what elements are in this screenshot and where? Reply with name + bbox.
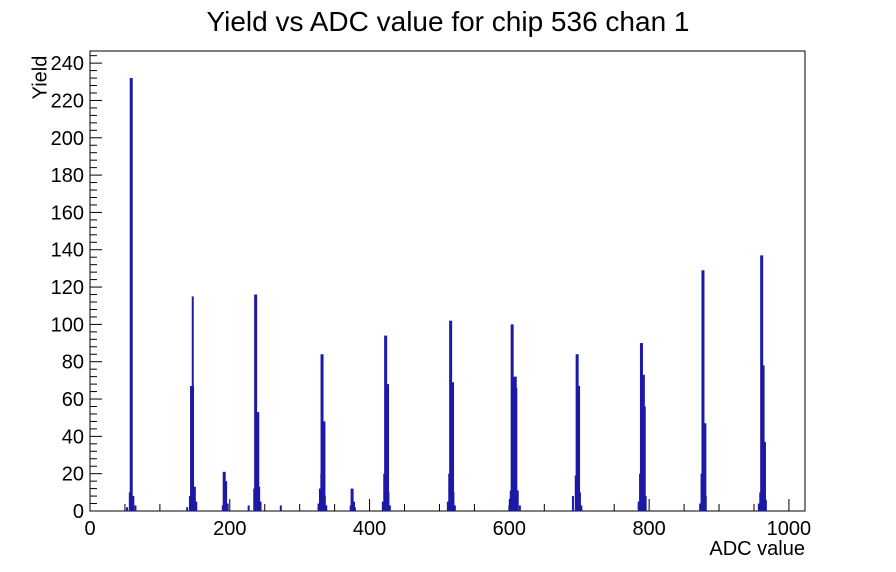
x-tick-label: 800 <box>632 518 665 540</box>
histogram-spike <box>256 412 260 511</box>
y-tick-label: 40 <box>62 426 84 448</box>
histogram-spike <box>762 441 766 511</box>
histogram-spike <box>577 385 581 511</box>
x-tick-label: 200 <box>213 518 246 540</box>
histogram-spike <box>129 78 133 511</box>
histogram-spike <box>644 496 647 511</box>
histogram-spike <box>279 505 282 511</box>
histogram-spike <box>764 499 767 511</box>
histogram-spike <box>701 270 705 511</box>
histogram-spike <box>702 423 707 511</box>
histogram-spike <box>188 496 191 511</box>
histogram-spike <box>704 496 707 511</box>
histogram-spike <box>515 387 518 511</box>
histogram-spike <box>580 505 583 511</box>
y-tick-label: 60 <box>62 389 84 411</box>
histogram-spike <box>571 496 574 511</box>
histogram-spike <box>757 503 760 511</box>
histogram-spike <box>518 505 521 511</box>
histogram-spike <box>453 505 456 511</box>
chart-title: Yield vs ADC value for chip 536 chan 1 <box>206 6 690 37</box>
y-tick-label: 200 <box>51 128 84 150</box>
plot-frame <box>89 50 806 512</box>
histogram-spike <box>193 486 196 511</box>
histogram-spike <box>516 490 519 511</box>
histogram-spike <box>351 501 355 511</box>
histogram-spike <box>699 503 702 511</box>
histogram-spike <box>385 384 390 511</box>
y-tick-label: 120 <box>51 277 84 299</box>
histogram-spike <box>508 505 511 511</box>
histogram-spike <box>258 486 261 511</box>
histogram-spike <box>134 505 137 511</box>
y-tick-label: 220 <box>51 90 84 112</box>
histogram-spike <box>353 507 356 511</box>
x-tick-label: 600 <box>493 518 526 540</box>
histogram-spike <box>224 481 228 511</box>
y-tick-label: 80 <box>62 352 84 374</box>
histogram-spike <box>381 501 384 511</box>
histogram-spike <box>186 507 189 511</box>
x-tick-label: 400 <box>353 518 386 540</box>
histogram-spike <box>452 492 455 511</box>
histogram-spike <box>254 294 258 511</box>
histogram-spike <box>323 496 326 511</box>
histogram-spike <box>226 503 229 511</box>
histogram-spike <box>388 505 391 511</box>
histogram-spike <box>450 382 455 511</box>
histogram-spike <box>387 492 390 511</box>
x-axis-title: ADC value <box>709 538 805 560</box>
y-tick-label: 140 <box>51 240 84 262</box>
histogram-spike <box>132 496 135 511</box>
histogram-spike <box>126 507 129 511</box>
histogram-spike <box>578 492 581 511</box>
histogram-spike <box>511 376 517 511</box>
histogram-spike <box>317 503 320 511</box>
y-tick-label: 160 <box>51 202 84 224</box>
histogram-spike <box>446 501 449 511</box>
y-tick-label: 20 <box>62 464 84 486</box>
histogram-spike <box>325 505 328 511</box>
histogram-spike <box>259 501 262 511</box>
histogram-spike <box>318 488 321 511</box>
x-tick-label: 1000 <box>767 518 812 540</box>
histogram-spike <box>642 406 646 511</box>
histogram-spike <box>195 501 198 511</box>
histogram-spike <box>191 296 194 511</box>
histogram-spike <box>350 488 354 511</box>
histogram-spike <box>321 421 326 511</box>
histogram-spike <box>761 365 765 511</box>
y-tick-label: 100 <box>51 314 84 336</box>
y-tick-label: 240 <box>51 53 84 75</box>
y-tick-label: 180 <box>51 165 84 187</box>
histogram-spike <box>637 501 640 511</box>
histogram-spike <box>247 505 250 511</box>
y-tick-label: 0 <box>73 501 84 523</box>
x-tick-label: 0 <box>84 518 95 540</box>
